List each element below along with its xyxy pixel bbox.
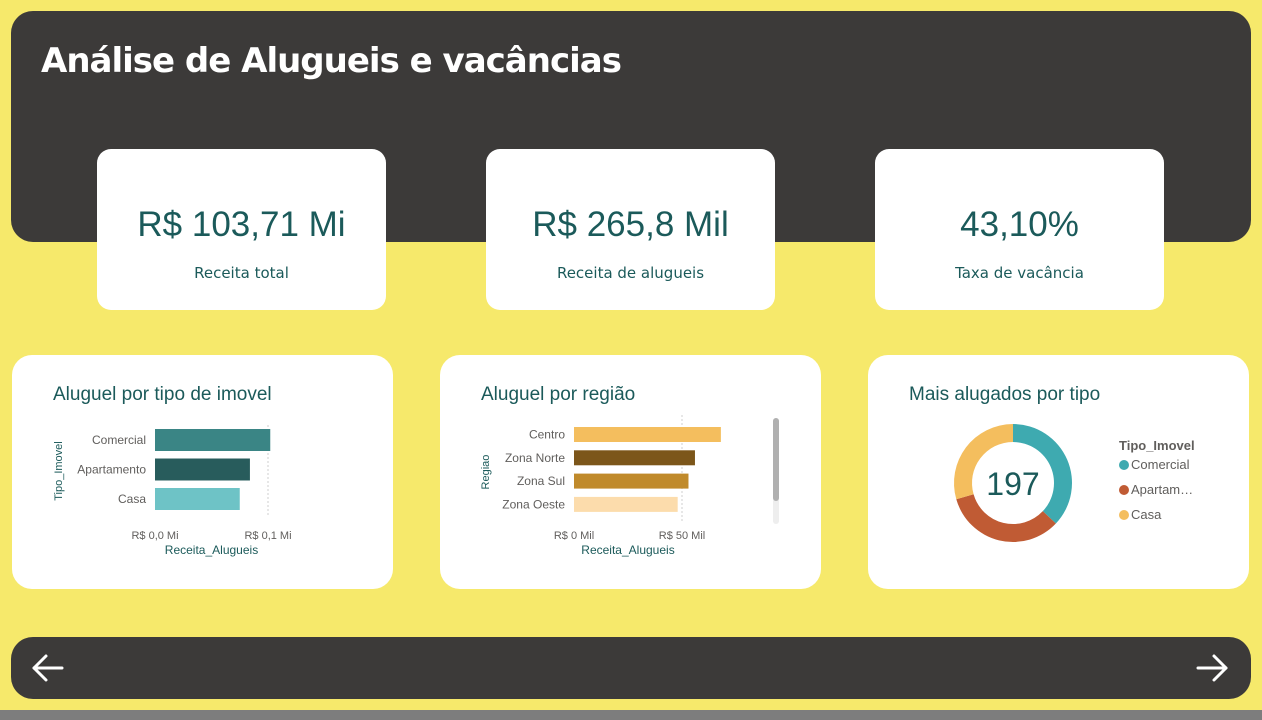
- scrollbar-track[interactable]: [773, 418, 779, 524]
- x-tick-label: R$ 0 Mil: [554, 530, 594, 542]
- donut-center-label: 197: [986, 466, 1039, 502]
- legend-marker: [1119, 510, 1129, 520]
- category-label: Centro: [529, 428, 565, 442]
- arrow-left-icon[interactable]: [29, 653, 65, 683]
- donut-slice[interactable]: [1013, 424, 1072, 524]
- x-axis-title: Receita_Alugueis: [165, 543, 258, 557]
- x-tick-label: R$ 50 Mil: [659, 530, 705, 542]
- chart-card-regiao[interactable]: Aluguel por região R$ 0 Mil R$ 50 Mil Cent…: [440, 355, 821, 589]
- donut-chart-mais-alugados[interactable]: 197 Tipo_Imovel Comercial Apartam… Casa: [868, 355, 1249, 589]
- category-label: Zona Norte: [505, 451, 565, 465]
- category-label: Zona Sul: [517, 474, 565, 488]
- kpi-card-receita-alugueis[interactable]: R$ 265,8 Mil Receita de alugueis: [486, 149, 775, 310]
- arrow-right-icon[interactable]: [1195, 653, 1231, 683]
- chart-card-mais-alugados[interactable]: Mais alugados por tipo 197 Tipo_Imovel Com…: [868, 355, 1249, 589]
- chart-title: Mais alugados por tipo: [909, 384, 1101, 405]
- x-tick-label: R$ 0,1 Mi: [244, 530, 291, 542]
- kpi-label: Receita total: [194, 264, 289, 282]
- chart-card-tipo-imovel[interactable]: Aluguel por tipo de imovel R$ 0,0 Mi R$ 0…: [12, 355, 393, 589]
- donut-slice[interactable]: [954, 424, 1013, 500]
- category-label: Comercial: [92, 433, 146, 447]
- y-axis-title: Regiao: [480, 455, 492, 490]
- footer-nav-bar: [11, 637, 1251, 699]
- kpi-card-taxa-vacancia[interactable]: 43,10% Taxa de vacância: [875, 149, 1164, 310]
- legend-marker: [1119, 460, 1129, 470]
- chart-title: Aluguel por tipo de imovel: [53, 384, 272, 405]
- category-label: Apartamento: [77, 463, 146, 477]
- y-axis-title: Tipo_Imovel: [53, 441, 65, 501]
- kpi-value: R$ 265,8 Mil: [532, 205, 729, 244]
- legend-label: Apartam…: [1131, 482, 1193, 497]
- legend-label: Comercial: [1131, 457, 1190, 472]
- bar[interactable]: [155, 458, 250, 481]
- bottom-strip: [0, 710, 1262, 720]
- chart-title: Aluguel por região: [481, 384, 636, 405]
- bar[interactable]: [574, 496, 678, 512]
- bar-chart-tipo-imovel[interactable]: R$ 0,0 Mi R$ 0,1 Mi Comercial Apartamento Ca…: [12, 355, 393, 589]
- legend-label: Casa: [1131, 507, 1162, 522]
- bar[interactable]: [574, 473, 689, 489]
- category-label: Casa: [118, 492, 146, 506]
- kpi-label: Taxa de vacância: [955, 264, 1084, 282]
- bar[interactable]: [155, 488, 240, 510]
- donut-slice[interactable]: [956, 494, 1056, 542]
- bar[interactable]: [574, 427, 721, 442]
- bar-chart-regiao[interactable]: R$ 0 Mil R$ 50 Mil Centro Zona Norte Zona Su…: [440, 355, 821, 589]
- page-title: Análise de Alugueis e vacâncias: [41, 41, 622, 81]
- kpi-card-receita-total[interactable]: R$ 103,71 Mi Receita total: [97, 149, 386, 310]
- bar[interactable]: [155, 429, 271, 451]
- x-tick-label: R$ 0,0 Mi: [131, 530, 178, 542]
- x-axis-title: Receita_Alugueis: [581, 543, 674, 557]
- kpi-value: 43,10%: [960, 205, 1079, 244]
- kpi-label: Receita de alugueis: [556, 264, 705, 282]
- bar[interactable]: [574, 450, 695, 466]
- legend-title: Tipo_Imovel: [1119, 438, 1195, 453]
- scrollbar-thumb[interactable]: [773, 418, 779, 501]
- legend-marker: [1119, 485, 1129, 495]
- kpi-value: R$ 103,71 Mi: [137, 205, 346, 244]
- category-label: Zona Oeste: [502, 497, 565, 511]
